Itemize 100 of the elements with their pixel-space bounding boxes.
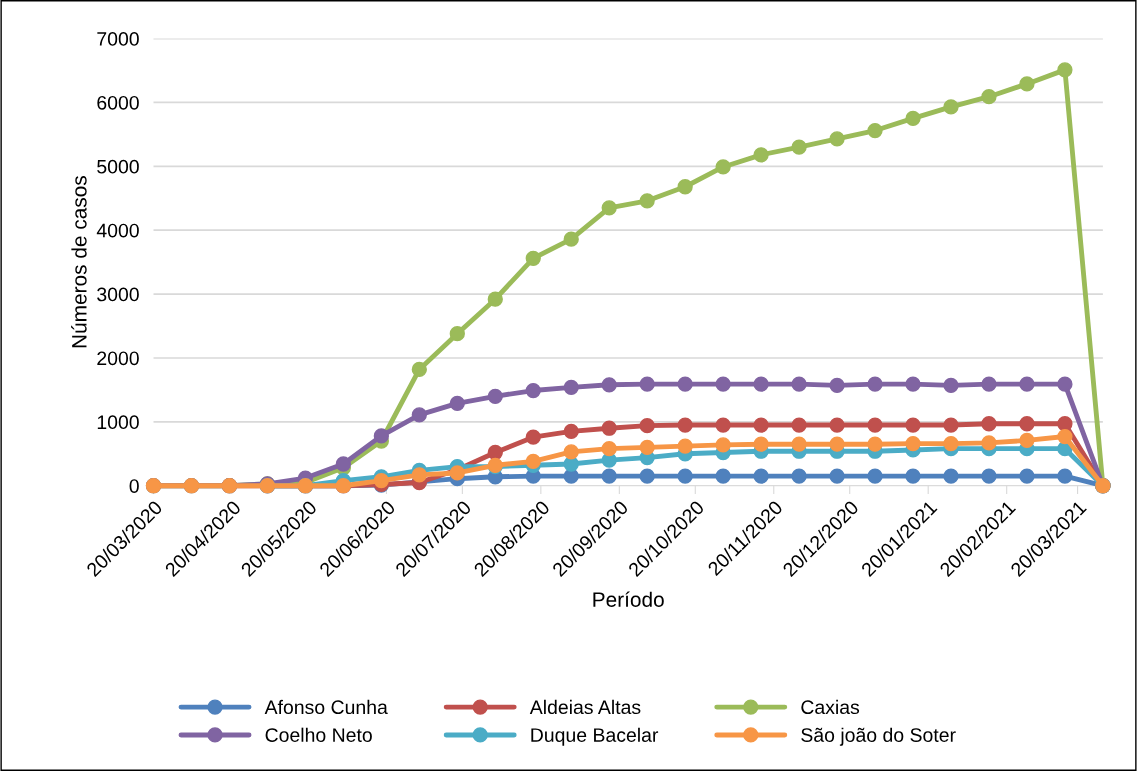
point <box>601 420 617 436</box>
point <box>335 456 352 472</box>
point <box>1057 416 1073 432</box>
y-tick-label: 7000 <box>97 32 139 46</box>
point <box>677 468 693 484</box>
point <box>525 382 541 399</box>
y-tick-label: 0 <box>129 479 139 493</box>
point <box>715 417 731 433</box>
point <box>981 468 997 484</box>
point <box>715 437 731 453</box>
legend-label: Afonso Cunha <box>264 699 388 715</box>
point <box>829 417 845 433</box>
point <box>601 441 617 457</box>
point <box>867 122 883 139</box>
point <box>943 417 959 433</box>
point <box>1057 376 1073 392</box>
point <box>563 379 579 395</box>
point <box>791 417 807 433</box>
point <box>943 468 959 484</box>
point <box>563 423 579 440</box>
y-tick-label: 4000 <box>96 223 139 238</box>
point <box>1057 468 1073 484</box>
point <box>867 376 883 392</box>
point <box>677 376 693 392</box>
point <box>715 159 731 175</box>
point <box>867 468 883 484</box>
point <box>867 417 883 433</box>
point <box>829 468 845 484</box>
point <box>1057 62 1073 78</box>
point <box>981 376 997 392</box>
point <box>715 376 731 392</box>
point <box>373 428 389 444</box>
point <box>1019 76 1035 92</box>
point <box>753 147 769 163</box>
point <box>411 361 427 378</box>
point <box>449 395 465 411</box>
legend-label: Aldeias Altas <box>529 699 641 715</box>
point <box>677 438 693 454</box>
point <box>487 388 503 404</box>
point <box>525 453 541 470</box>
point <box>525 250 541 266</box>
point <box>373 472 389 489</box>
point <box>905 376 921 392</box>
point <box>639 439 655 456</box>
point <box>601 377 617 393</box>
legend-label: Caxias <box>801 699 860 715</box>
point <box>943 435 959 452</box>
point <box>829 131 845 147</box>
y-tick-label: 6000 <box>97 95 139 110</box>
point <box>1019 416 1035 432</box>
point <box>525 429 541 445</box>
point <box>411 407 427 423</box>
point <box>715 468 731 484</box>
point <box>905 110 921 127</box>
point <box>639 193 655 209</box>
point <box>829 436 845 452</box>
point <box>563 231 579 247</box>
point <box>487 291 503 307</box>
point <box>905 435 921 452</box>
point <box>753 376 769 392</box>
y-tick-label: 3000 <box>97 287 139 302</box>
point <box>639 376 655 392</box>
point <box>753 417 769 433</box>
point <box>563 444 579 460</box>
point <box>867 436 883 452</box>
legend-label: São joão do Soter <box>801 727 956 746</box>
y-tick-label: 2000 <box>97 351 139 366</box>
point <box>753 468 769 484</box>
point <box>677 417 693 433</box>
point <box>981 435 997 451</box>
point <box>905 468 921 484</box>
point <box>677 179 693 195</box>
point <box>1019 468 1035 484</box>
point <box>1019 376 1035 392</box>
point <box>1019 432 1035 449</box>
legend-label: Coelho Neto <box>265 727 372 742</box>
point <box>905 417 921 433</box>
point <box>639 418 655 434</box>
point <box>981 89 997 105</box>
point <box>1057 428 1073 445</box>
point <box>639 468 655 484</box>
x-axis-title: Período <box>593 591 664 607</box>
point <box>791 376 807 392</box>
point <box>981 416 997 432</box>
point <box>943 377 959 394</box>
point <box>829 377 845 394</box>
point <box>791 468 807 484</box>
y-tick-label: 5000 <box>97 159 139 174</box>
point <box>601 200 617 216</box>
y-axis-title: Números de casos <box>71 176 87 348</box>
legend-label: Duque Bacelar <box>531 727 659 746</box>
point <box>943 99 959 115</box>
y-tick-label: 1000 <box>97 415 139 430</box>
point <box>601 468 617 484</box>
point <box>411 467 427 483</box>
point <box>449 326 465 342</box>
point <box>791 139 807 155</box>
point <box>487 444 503 461</box>
point <box>753 436 769 452</box>
point <box>791 436 807 452</box>
